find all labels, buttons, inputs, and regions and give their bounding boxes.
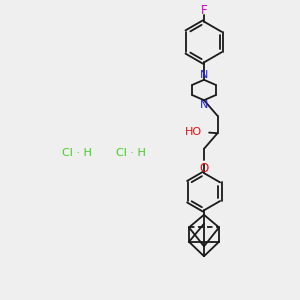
Text: N: N [200, 100, 208, 110]
Text: O: O [200, 162, 208, 175]
Text: F: F [201, 4, 207, 17]
Text: Cl · H: Cl · H [61, 148, 92, 158]
Text: Cl · H: Cl · H [116, 148, 146, 158]
Text: HO: HO [185, 127, 202, 137]
Text: N: N [200, 70, 208, 80]
